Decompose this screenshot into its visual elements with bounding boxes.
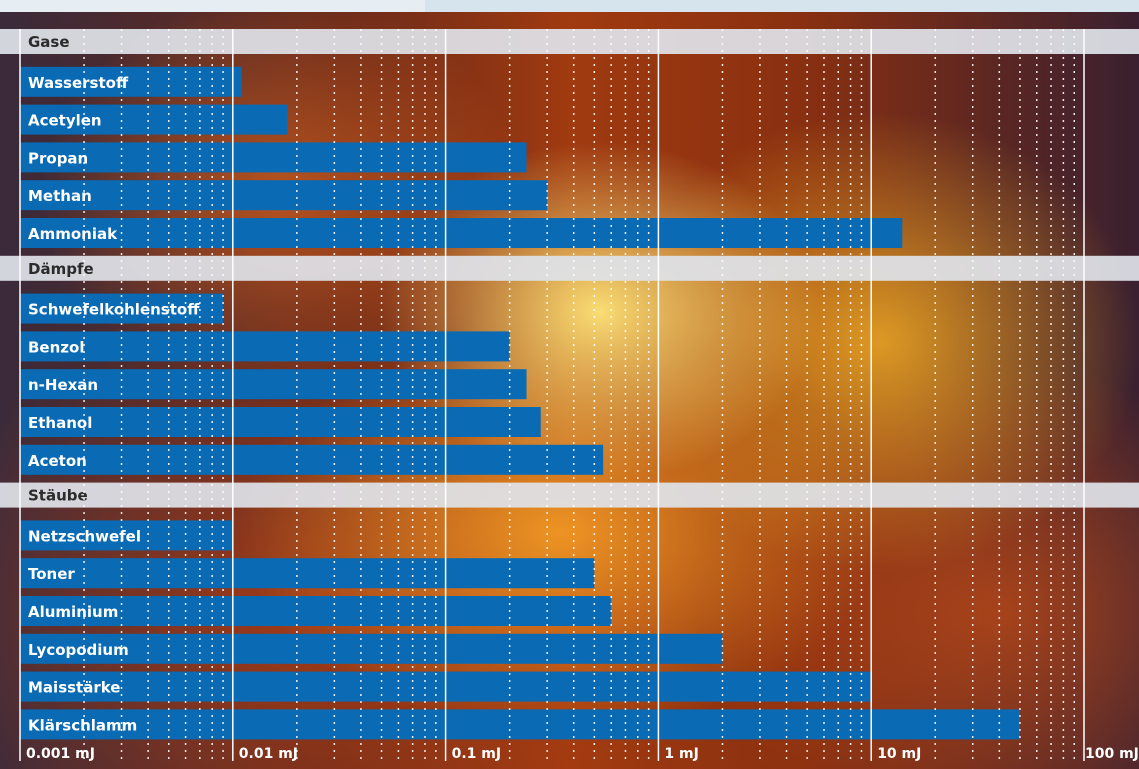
group-label: Dämpfe [28,260,94,278]
x-tick-label: 100 mJ [1085,746,1139,762]
bar-wasserstoff [20,66,242,97]
top-banner-left [0,0,425,12]
bar-n-hexan [20,369,527,400]
bar-label: Toner [28,565,75,583]
gridlines [19,29,1085,761]
group-label: Stäube [28,487,88,505]
x-tick-label: 0.1 mJ [452,746,501,762]
bar-benzol [20,331,510,362]
x-tick-label: 1 mJ [664,746,698,762]
bar-label: n-Hexan [28,376,98,394]
bar-lycopodium [20,633,723,664]
bar-label: Benzol [28,338,84,356]
group-label: Gase [28,33,70,51]
bar-label: Schwefelkohlenstoff [28,301,200,319]
bar-label: Acetylen [28,112,102,130]
x-tick-label: 10 mJ [877,746,921,762]
bar-methan [20,180,548,211]
bar-label: Ethanol [28,414,92,432]
bar-label: Maisstärke [28,679,120,697]
bar-propan [20,142,527,173]
bar-klärschlamm [20,709,1020,740]
bar-netzschwefel [20,520,233,551]
bar-label: Klärschlamm [28,716,137,734]
bar-label: Aluminium [28,603,118,621]
bar-ethanol [20,407,541,437]
bar-label: Propan [28,149,88,167]
group-bands: Gase Dämpfe Stäube [0,29,1139,508]
bar-toner [20,558,595,589]
bar-label: Lycopodium [28,641,129,659]
bar-acetylen [20,104,288,135]
bar-label: Methan [28,187,92,205]
x-tick-label: 0.001 mJ [26,746,95,762]
bar-aluminium [20,596,612,626]
bar-label: Aceton [28,452,87,470]
bar-label: Netzschwefel [28,527,141,545]
x-tick-label: 0.01 mJ [239,746,298,762]
bar-aceton [20,444,604,475]
group-band-0 [0,29,1139,54]
x-axis-ticks: 0.001 mJ 0.01 mJ 0.1 mJ 1 mJ 10 mJ 100 mJ [26,746,1139,762]
bar-schwefelkohlenstoff [20,293,224,324]
bar-label: Wasserstoff [28,74,129,92]
bar-label: Ammoniak [28,225,118,243]
bar-ammoniak [20,218,903,248]
bars: Wasserstoff Acetylen Propan Methan Ammoniak S… [20,66,1020,740]
group-band-2 [0,482,1139,508]
group-band-1 [0,255,1139,281]
